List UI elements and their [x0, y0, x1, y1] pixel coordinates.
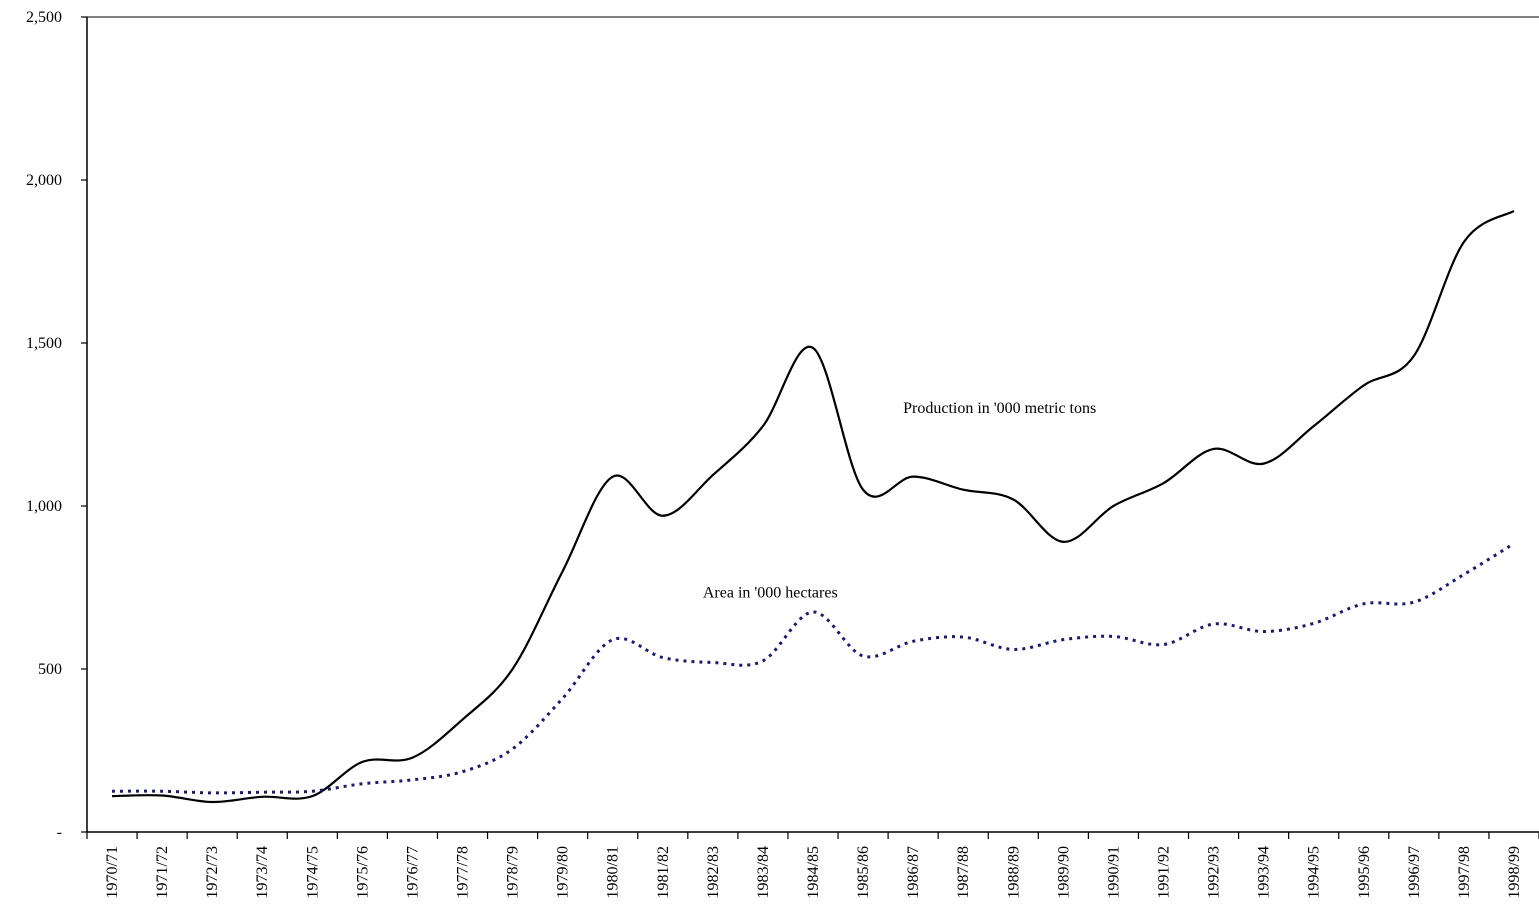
x-tick-label: 1998/99	[1506, 846, 1523, 898]
y-tick-label: 2,000	[26, 172, 62, 189]
y-axis-ticks: - 500 1,000 1,500 2,000 2,500	[26, 9, 87, 841]
x-tick-label: 1989/90	[1055, 846, 1072, 898]
x-tick-label: 1970/71	[104, 846, 121, 898]
x-tick-label: 1980/81	[605, 846, 622, 898]
x-tick-label: 1994/95	[1306, 846, 1323, 898]
x-tick-label: 1988/89	[1005, 846, 1022, 898]
x-tick-label: 1977/78	[455, 846, 472, 898]
x-tick-label: 1974/75	[304, 846, 321, 898]
x-tick-label: 1991/92	[1155, 846, 1172, 898]
x-axis-ticks: 1970/71 1971/72 1972/73 1973/74 1974/75 1975/…	[86, 832, 1539, 898]
x-tick-label: 1982/83	[705, 846, 722, 898]
x-tick-label: 1983/84	[755, 846, 772, 898]
x-tick-label: 1987/88	[955, 846, 972, 898]
area-series-line	[112, 542, 1515, 795]
x-tick-label: 1997/98	[1456, 846, 1473, 898]
x-tick-label: 1972/73	[204, 846, 221, 898]
series-annotation-label: Area in '000 hectares	[703, 584, 838, 601]
x-tick-label: 1996/97	[1406, 846, 1423, 898]
x-tick-label: 1976/77	[404, 846, 421, 898]
y-tick-label: 500	[38, 661, 62, 678]
series-layer	[112, 209, 1515, 804]
x-tick-label: 1986/87	[905, 846, 922, 898]
x-tick-label: 1971/72	[154, 846, 171, 898]
x-tick-label: 1984/85	[805, 846, 822, 898]
x-tick-label: 1990/91	[1105, 846, 1122, 898]
x-tick-label: 1981/82	[655, 846, 672, 898]
x-tick-label: 1995/96	[1356, 846, 1373, 898]
x-tick-label: 1985/86	[855, 846, 872, 898]
x-tick-label: 1992/93	[1206, 846, 1223, 898]
y-tick-label: 1,500	[26, 335, 62, 352]
x-tick-label: 1993/94	[1256, 846, 1273, 898]
annotation-layer: Production in '000 metric tons Area in '0…	[703, 400, 1096, 601]
y-tick-label: 1,000	[26, 498, 62, 515]
series-annotation-label: Production in '000 metric tons	[903, 400, 1096, 417]
y-tick-label: -	[57, 824, 62, 841]
x-tick-label: 1975/76	[354, 846, 371, 898]
y-tick-label: 2,500	[26, 9, 62, 26]
x-tick-label: 1973/74	[254, 846, 271, 898]
x-tick-label: 1979/80	[555, 846, 572, 898]
production-series-line	[112, 209, 1515, 804]
x-tick-label: 1978/79	[505, 846, 522, 898]
